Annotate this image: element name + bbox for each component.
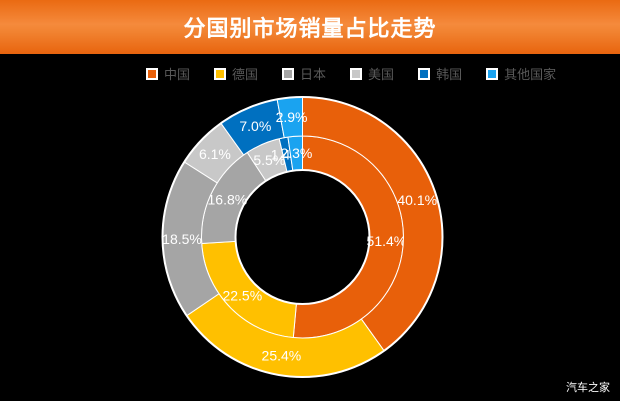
ring-border [161, 96, 444, 378]
legend-item-5: 其他国家 [486, 64, 556, 83]
ring-border [234, 169, 371, 305]
legend-item-4: 韩国 [418, 64, 462, 83]
watermark: 汽车之家 [566, 381, 610, 394]
legend-swatch-icon [214, 67, 227, 80]
inner-data-label-5: 2.3% [280, 145, 312, 161]
legend-swatch-icon [486, 67, 499, 80]
inner-data-label-0: 51.4% [367, 233, 407, 249]
chart-title: 分国别市场销量占比走势 [183, 17, 437, 42]
inner-data-label-3: 5.5% [253, 152, 285, 168]
legend-item-3: 美国 [350, 64, 394, 83]
legend-item-2: 日本 [282, 64, 326, 83]
legend-swatch-icon [282, 67, 295, 80]
outer-data-label-0: 40.1% [397, 192, 437, 208]
inner-data-label-2: 16.8% [208, 191, 248, 207]
legend-label: 日本 [300, 68, 327, 83]
legend-swatch-icon [146, 67, 158, 80]
outer-data-label-4: 7.0% [239, 118, 271, 134]
inner-data-label-1: 22.5% [222, 288, 262, 304]
legend-label: 中国 [164, 68, 191, 83]
outer-data-label-3: 6.1% [199, 146, 231, 162]
legend-item-1: 德国 [214, 64, 258, 83]
outer-data-label-2: 18.5% [162, 231, 202, 247]
outer-data-label-5: 2.9% [276, 109, 308, 125]
title-bar: 分国别市场销量占比走势 [0, 0, 620, 54]
legend-item-0: 中国 [146, 64, 190, 83]
legend-label: 其他国家 [504, 68, 557, 83]
legend-label: 美国 [368, 68, 395, 83]
legend: 中国 德国 日本 美国 韩国 其他国家 [146, 64, 580, 83]
legend-label: 韩国 [436, 68, 463, 83]
outer-data-label-1: 25.4% [262, 348, 302, 364]
legend-swatch-icon [350, 67, 363, 80]
legend-swatch-icon [418, 67, 431, 80]
legend-label: 德国 [232, 68, 259, 83]
